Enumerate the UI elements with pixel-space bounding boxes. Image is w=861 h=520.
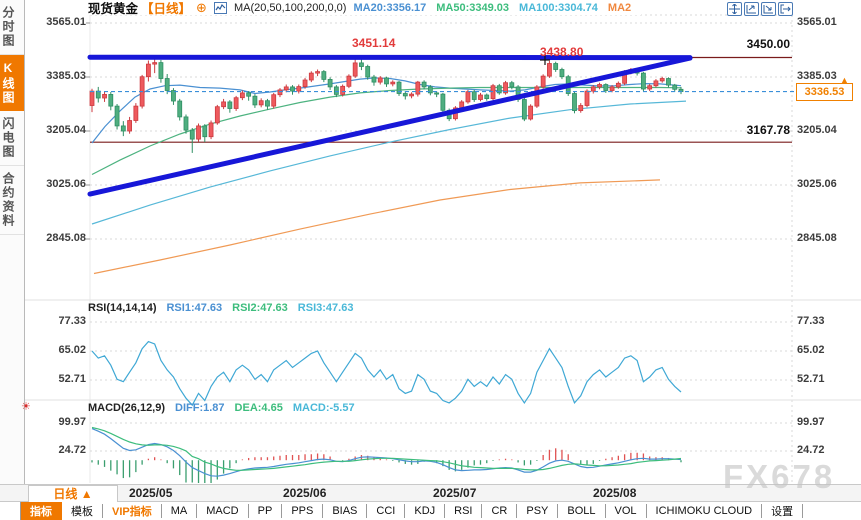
sidebar-tab-分时图[interactable]: 分时图 (0, 0, 24, 55)
toolbar-item-KDJ[interactable]: KDJ (405, 504, 446, 518)
rsi-title: RSI(14,14,14) (88, 302, 157, 314)
rsi-value-label: RSI1:47.63 (166, 302, 223, 314)
ma200-line (93, 179, 661, 275)
macd-axis-label: 99.97 (58, 416, 86, 428)
rsi-panel-header: RSI(14,14,14) RSI1:47.63 RSI2:47.63 RSI3:4… (88, 302, 363, 314)
ma-value-label: MA2 (607, 1, 632, 14)
toolbar-item-CR[interactable]: CR (482, 504, 518, 518)
ma-value-label: MA100:3304.74 (519, 1, 598, 14)
main-axis-label: 3385.03 (46, 69, 86, 82)
toolbar-item-VIP指标[interactable]: VIP指标 (103, 504, 162, 518)
chart-window-controls (727, 2, 793, 16)
rsi-axis-label: 52.71 (58, 372, 86, 385)
toolbar-item-PSY[interactable]: PSY (517, 504, 559, 518)
toolbar-item-BIAS[interactable]: BIAS (323, 504, 368, 518)
price-up-arrow-icon: ▲ (840, 74, 849, 85)
candlestick-chart-icon[interactable] (213, 1, 227, 14)
period-tag: 【日线】 (141, 2, 192, 16)
date-axis-label: 2025/05 (129, 486, 173, 500)
rsi-axis-label: 65.02 (797, 343, 825, 356)
zoom-out-icon[interactable] (761, 2, 776, 16)
price-level-label: 3167.78 (746, 123, 790, 138)
main-axis-label: 3565.01 (46, 16, 86, 28)
rsi-axis-label: 77.33 (58, 315, 86, 327)
symbol-name: 现货黄金 (88, 2, 139, 16)
main-axis-label: 3025.06 (797, 178, 837, 190)
price-level-label: 3450.00 (746, 36, 790, 51)
ma100-line (91, 100, 687, 225)
rsi-axis-label: 77.33 (797, 315, 825, 327)
macd-axis-label: 99.97 (797, 416, 825, 428)
main-axis-label: 3025.06 (46, 178, 86, 190)
macd-panel-header: MACD(26,12,9) DIFF:1.87 DEA:4.65 MACD:-5.5… (88, 402, 365, 414)
macd-value-label: MACD:-5.57 (292, 402, 355, 414)
rsi-axis-label: 52.71 (797, 372, 825, 385)
crosshair-icon[interactable] (727, 2, 742, 16)
peak-price-label: 3451.14 (352, 36, 396, 50)
toolbar-item-MACD[interactable]: MACD (197, 504, 249, 518)
toolbar-item-PP[interactable]: PP (249, 504, 283, 518)
period-selector[interactable]: 日线 ▲ (28, 485, 118, 503)
date-axis-label: 2025/08 (593, 486, 637, 500)
toolbar-item-CCI[interactable]: CCI (367, 504, 406, 518)
left-sidebar: 分时图 K线图 闪电图 合约资料 (0, 0, 25, 484)
chart-header: 现货黄金 【日线】 ⊕ MA(20,50,100,200,0,0) MA20:3… (88, 0, 642, 16)
rsi-line (91, 340, 682, 407)
macd-title: MACD(26,12,9) (88, 402, 166, 414)
main-axis-label: 3385.03 (797, 69, 837, 82)
ma-values: MA20:3356.17 MA50:3349.03 MA100:3304.74 MA2 (353, 2, 641, 14)
toolbar-item-BOLL[interactable]: BOLL (558, 504, 606, 518)
sidebar-tab-闪电图[interactable]: 闪电图 (0, 111, 24, 166)
current-price-badge: 3336.53 (796, 83, 853, 102)
bottom-toolbar: 指标 模板 VIP指标 MA MACD PP PPS BIAS CCI KDJ RSI CR PSY BO… (0, 502, 861, 520)
main-axis-label: 2845.08 (46, 232, 86, 244)
toolbar-item-MA[interactable]: MA (162, 504, 198, 518)
peak-price-label: 3438.80 (540, 45, 584, 59)
toolbar-item-设置[interactable]: 设置 (762, 504, 804, 518)
macd-dea-line (91, 426, 682, 471)
macd-value-label: DIFF:1.87 (175, 402, 225, 414)
macd-value-label: DEA:4.65 (234, 402, 283, 414)
toolbar-item-PPS[interactable]: PPS (282, 504, 324, 518)
toolbar-item-RSI[interactable]: RSI (445, 504, 483, 518)
add-indicator-icon[interactable]: ⊕ (196, 0, 207, 15)
rsi-value-label: RSI3:47.63 (297, 302, 354, 314)
toolbar-item-指标[interactable]: 指标 (20, 502, 62, 520)
macd-axis-label: 24.72 (797, 444, 825, 456)
main-axis-label: 3565.01 (797, 16, 837, 28)
trendline-rising (87, 55, 693, 197)
ma-value-label: MA50:3349.03 (436, 1, 510, 14)
zoom-in-icon[interactable] (744, 2, 759, 16)
date-axis-row: 日线 ▲ 2025/05 2025/06 2025/07 2025/08 (0, 484, 861, 503)
toolbar-item-模板[interactable]: 模板 (62, 504, 103, 518)
main-axis-label: 2845.08 (797, 232, 837, 244)
indicator-marker-icon[interactable]: ☀ (21, 401, 31, 413)
sidebar-tab-合约资料[interactable]: 合约资料 (0, 166, 24, 235)
ma-settings-label: MA(20,50,100,200,0,0) (233, 1, 347, 14)
ma-value-label: MA20:3356.17 (353, 1, 427, 14)
sidebar-tab-K线图[interactable]: K线图 (0, 55, 24, 111)
rsi-axis-label: 65.02 (58, 343, 86, 356)
toolbar-item-VOL[interactable]: VOL (606, 504, 647, 518)
date-axis-label: 2025/07 (433, 486, 477, 500)
rsi-value-label: RSI2:47.63 (232, 302, 288, 314)
macd-axis-label: 24.72 (58, 444, 86, 456)
date-axis-label: 2025/06 (283, 486, 327, 500)
main-axis-label: 3205.04 (46, 124, 86, 136)
exit-zoom-icon[interactable] (778, 2, 793, 16)
toolbar-item-ICHIMOKU CLOUD[interactable]: ICHIMOKU CLOUD (647, 504, 763, 518)
main-axis-label: 3205.04 (797, 124, 837, 136)
